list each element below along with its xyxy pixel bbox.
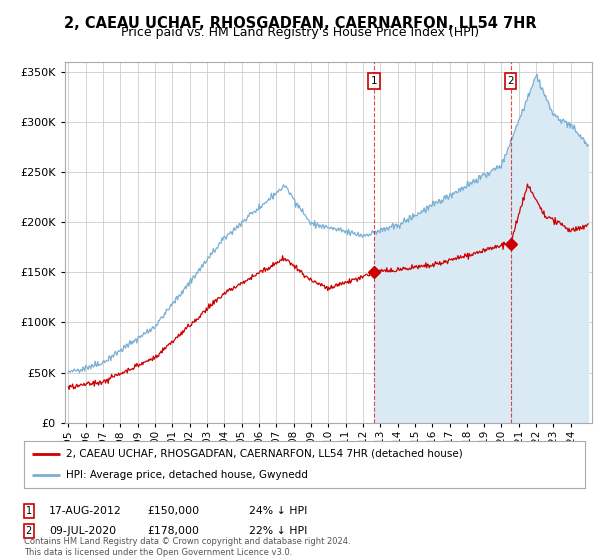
Text: £178,000: £178,000 [147, 526, 199, 536]
Text: Contains HM Land Registry data © Crown copyright and database right 2024.
This d: Contains HM Land Registry data © Crown c… [24, 537, 350, 557]
Text: 2: 2 [26, 526, 32, 536]
Text: 1: 1 [370, 76, 377, 86]
Text: Price paid vs. HM Land Registry's House Price Index (HPI): Price paid vs. HM Land Registry's House … [121, 26, 479, 39]
Text: £150,000: £150,000 [147, 506, 199, 516]
Text: HPI: Average price, detached house, Gwynedd: HPI: Average price, detached house, Gwyn… [66, 470, 308, 480]
Text: 1: 1 [26, 506, 32, 516]
Text: 09-JUL-2020: 09-JUL-2020 [49, 526, 116, 536]
Text: 24% ↓ HPI: 24% ↓ HPI [249, 506, 307, 516]
Text: 2: 2 [507, 76, 514, 86]
Text: 2, CAEAU UCHAF, RHOSGADFAN, CAERNARFON, LL54 7HR (detached house): 2, CAEAU UCHAF, RHOSGADFAN, CAERNARFON, … [66, 449, 463, 459]
Text: 2, CAEAU UCHAF, RHOSGADFAN, CAERNARFON, LL54 7HR: 2, CAEAU UCHAF, RHOSGADFAN, CAERNARFON, … [64, 16, 536, 31]
Text: 17-AUG-2012: 17-AUG-2012 [49, 506, 122, 516]
Text: 22% ↓ HPI: 22% ↓ HPI [249, 526, 307, 536]
